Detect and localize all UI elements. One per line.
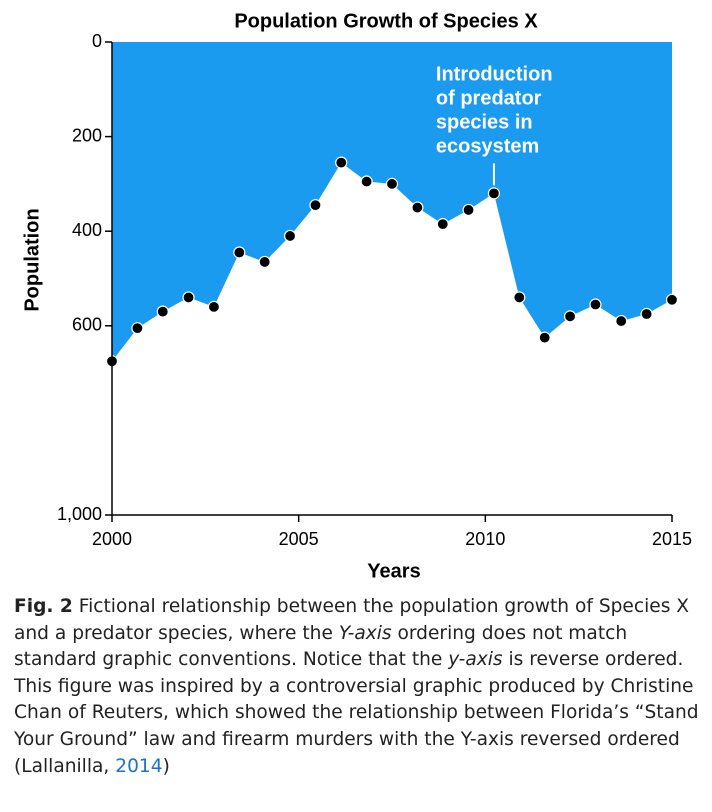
x-tick-label: 2015 bbox=[652, 529, 692, 549]
data-point bbox=[436, 218, 449, 231]
chart: Population Growth of Species X Years Pop… bbox=[21, 10, 692, 582]
data-point bbox=[385, 177, 399, 190]
chart-title: Population Growth of Species X bbox=[234, 10, 538, 32]
data-point bbox=[411, 201, 424, 214]
data-point bbox=[156, 305, 169, 318]
y-tick-label: 200 bbox=[72, 125, 102, 145]
data-point bbox=[640, 307, 653, 321]
x-axis-label: Years bbox=[367, 560, 420, 582]
annotation: Introduction bbox=[436, 64, 553, 86]
x-tick-label: 2010 bbox=[465, 529, 505, 549]
data-point bbox=[182, 291, 195, 304]
data-point bbox=[309, 199, 322, 212]
caption-text: Fictional relationship between the popul… bbox=[14, 596, 690, 644]
caption-text: ordering does not match standard graphic… bbox=[14, 622, 628, 671]
data-point bbox=[233, 246, 246, 259]
data-point bbox=[131, 322, 144, 335]
y-tick-label: 600 bbox=[72, 315, 102, 335]
caption-text: y-axis bbox=[448, 649, 503, 671]
y-tick-label: 400 bbox=[72, 220, 102, 240]
data-point bbox=[615, 314, 628, 328]
citation-link[interactable]: 2014 bbox=[115, 755, 163, 777]
data-point bbox=[360, 175, 373, 188]
caption-text: ) bbox=[162, 755, 170, 777]
data-point bbox=[335, 156, 348, 169]
caption-text: is reverse ordered. This figure was insp… bbox=[14, 649, 699, 777]
data-point bbox=[589, 298, 602, 311]
x-tick-label: 2000 bbox=[92, 529, 132, 549]
figure-label: Fig. 2 bbox=[14, 596, 73, 617]
x-tick-label: 2005 bbox=[279, 529, 319, 549]
annotation: ecosystem bbox=[436, 136, 539, 158]
data-point bbox=[513, 291, 526, 304]
data-point bbox=[258, 255, 271, 269]
y-tick-label: 0 bbox=[92, 31, 102, 51]
data-point bbox=[207, 300, 221, 313]
area bbox=[112, 42, 672, 362]
annotation: of predator bbox=[436, 88, 542, 110]
caption: Fig. 2 Fictional relationship between th… bbox=[14, 594, 704, 780]
data-point bbox=[487, 187, 501, 200]
y-axis-label: Population bbox=[21, 208, 43, 311]
data-point bbox=[563, 310, 577, 323]
annotation: species in bbox=[436, 112, 533, 134]
data-point bbox=[538, 331, 551, 344]
data-point bbox=[665, 293, 679, 306]
caption-text: Y-axis bbox=[338, 622, 392, 644]
data-point bbox=[283, 229, 297, 243]
data-point bbox=[462, 203, 475, 217]
y-tick-label: 1,000 bbox=[57, 504, 102, 524]
